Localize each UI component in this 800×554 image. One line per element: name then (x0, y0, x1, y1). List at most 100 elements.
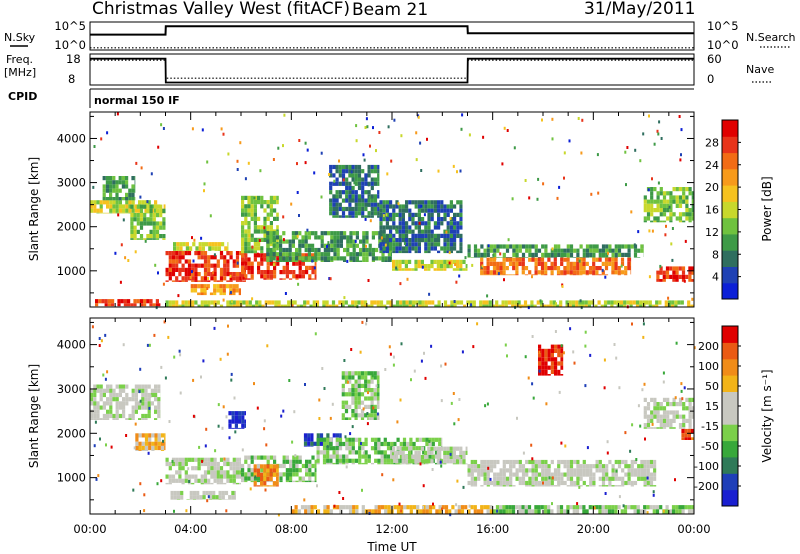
power-cell (614, 257, 618, 258)
power-scatter-point (272, 158, 275, 161)
power-cell (395, 300, 400, 305)
velocity-cell (678, 509, 682, 514)
power-cell (434, 304, 438, 307)
power-cell (322, 300, 326, 305)
power-cell (339, 243, 343, 248)
velocity-cell (688, 397, 692, 402)
power-cell (401, 204, 405, 209)
power-cell (414, 200, 418, 205)
velocity-scatter-point (631, 423, 634, 427)
power-cell (417, 233, 421, 238)
power-scatter-point (364, 174, 367, 178)
power-cell (143, 213, 147, 218)
velocity-cell (199, 499, 203, 500)
velocity-scatter-point (618, 495, 621, 499)
power-cell (301, 243, 305, 248)
power-cell (118, 197, 122, 201)
velocity-cell (512, 459, 516, 465)
velocity-cell (688, 423, 692, 428)
power-cell (250, 261, 254, 266)
velocity-cell (518, 468, 522, 473)
power-cell (247, 265, 251, 270)
power-cell (534, 248, 538, 253)
velocity-cell (404, 459, 408, 464)
velocity-cell (428, 454, 432, 459)
power-cell (392, 242, 396, 247)
velocity-cell (354, 383, 358, 388)
velocity-cell (176, 499, 181, 500)
velocity-scatter-point (398, 502, 401, 506)
power-cell (446, 259, 450, 264)
velocity-cell (534, 459, 538, 465)
power-cell (207, 267, 211, 272)
velocity-cell (502, 476, 506, 481)
velocity-scatter-point (683, 386, 686, 390)
power-cell (295, 231, 299, 236)
power-cell (301, 235, 305, 240)
velocity-cell (623, 505, 628, 510)
power-cell (377, 211, 380, 216)
power-cell (518, 257, 522, 262)
velocity-cell (374, 446, 378, 451)
power-scatter-point (393, 118, 396, 122)
power-cell (667, 300, 672, 305)
velocity-cell (106, 397, 110, 402)
power-cell (223, 267, 227, 272)
power-cell (650, 195, 654, 200)
power-cell (382, 246, 386, 251)
power-cell (345, 190, 349, 195)
power-scatter-point (647, 188, 650, 192)
velocity-cell (131, 405, 135, 410)
power-cell (614, 266, 618, 271)
power-cell (592, 252, 596, 257)
velocity-scatter-point (201, 459, 204, 463)
power-cell (341, 304, 345, 307)
velocity-scatter-point (323, 387, 326, 390)
velocity-cell (691, 437, 694, 440)
power-scatter-point (230, 299, 233, 303)
velocity-cell (512, 472, 516, 477)
velocity-scatter-point (424, 376, 427, 380)
power-cell (688, 220, 692, 223)
velocity-cell (544, 476, 548, 481)
power-cell (382, 238, 386, 243)
velocity-cell (671, 509, 676, 514)
power-scatter-point (311, 259, 314, 263)
velocity-cell (157, 445, 161, 451)
velocity-cell (576, 459, 580, 465)
power-cell (345, 194, 349, 199)
power-cell (241, 225, 245, 230)
power-cell (537, 257, 542, 258)
velocity-cell (308, 472, 312, 477)
velocity-cell (531, 476, 535, 481)
velocity-cell (367, 396, 371, 401)
velocity-cell (292, 468, 296, 473)
power-cell (332, 202, 336, 207)
velocity-cell (669, 418, 673, 423)
velocity-scatter-point (586, 446, 589, 450)
power-cell (528, 248, 532, 253)
velocity-cell (338, 462, 343, 465)
power-cell (624, 252, 628, 257)
power-cell (102, 212, 106, 214)
power-cell (505, 248, 510, 253)
velocity-scatter-point (461, 350, 464, 354)
power-cell (437, 200, 441, 205)
velocity-cell (601, 480, 606, 486)
power-cell (405, 300, 409, 305)
power-scatter-point (364, 126, 367, 129)
velocity-cell (518, 459, 522, 465)
power-cell (269, 204, 273, 209)
velocity-cell (643, 397, 647, 402)
power-cell (178, 272, 182, 277)
power-cell (351, 300, 355, 305)
velocity-cell (434, 462, 439, 465)
power-cell (576, 248, 580, 253)
velocity-cell (348, 392, 352, 397)
power-cell (325, 300, 329, 305)
velocity-cell (544, 361, 548, 366)
velocity-cell (128, 397, 132, 402)
power-cell (553, 248, 558, 253)
power-cell (191, 272, 195, 277)
velocity-cell (662, 410, 667, 415)
